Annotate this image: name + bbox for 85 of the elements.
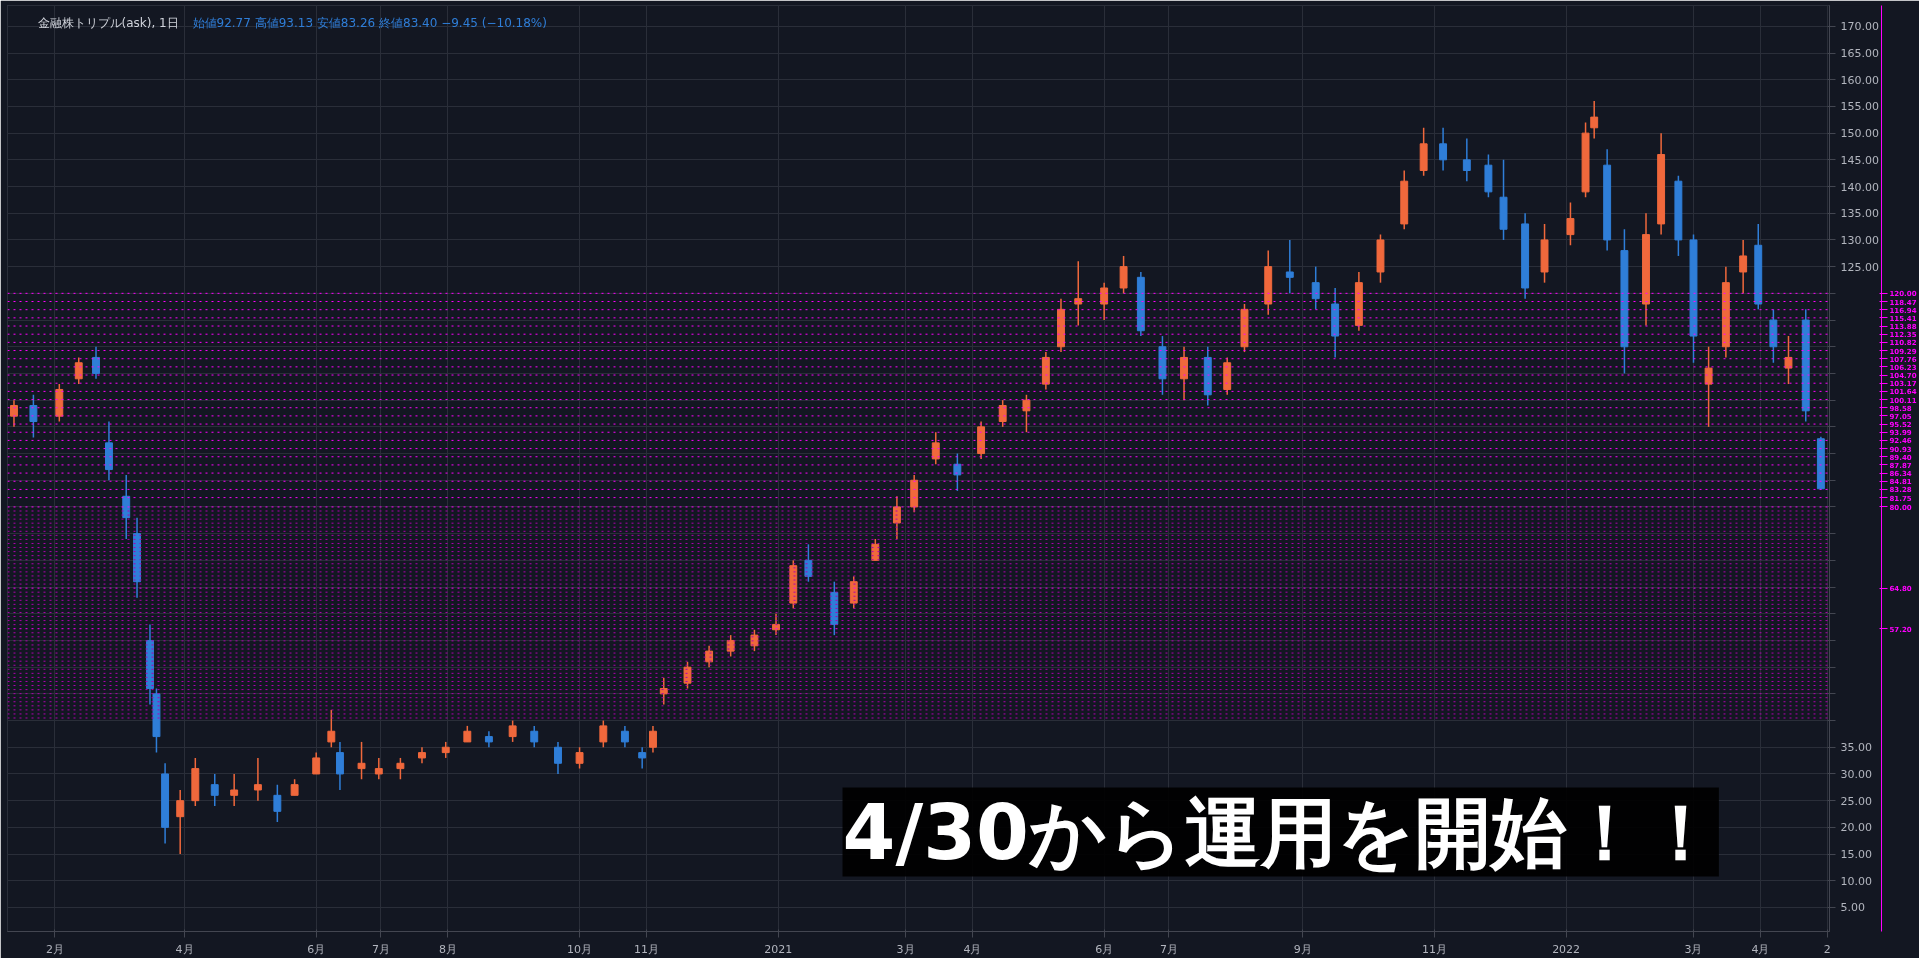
text: 金融株トリプル(ask), 1日 bbox=[37, 15, 179, 30]
candlestick bbox=[396, 757, 405, 781]
candlestick bbox=[336, 741, 344, 791]
x-tick-label: 10月 bbox=[567, 942, 593, 956]
y-tick-label: 30.00 bbox=[1840, 767, 1872, 781]
candlestick bbox=[953, 452, 962, 492]
candlestick bbox=[554, 741, 562, 775]
x-tick-label: 11月 bbox=[634, 942, 659, 956]
candlestick bbox=[210, 773, 219, 807]
y-tick-label: 10.00 bbox=[1840, 874, 1872, 888]
x-tick-label: 2021 bbox=[764, 942, 793, 956]
candlestick bbox=[804, 543, 813, 583]
candlestick bbox=[1704, 345, 1713, 428]
y-tick-label: 150.00 bbox=[1840, 127, 1879, 141]
candlestick bbox=[312, 751, 321, 775]
x-tick-label: 9月 bbox=[1293, 942, 1312, 956]
y-tick-label: 15.00 bbox=[1840, 848, 1872, 862]
y-tick-label: 25.00 bbox=[1840, 794, 1872, 808]
x-tick-label: 11月 bbox=[1421, 942, 1447, 956]
candlestick bbox=[1285, 239, 1294, 295]
candlestick bbox=[1311, 265, 1320, 311]
x-tick-label: 3月 bbox=[1684, 942, 1703, 956]
candlestick bbox=[649, 725, 657, 754]
candlestick bbox=[357, 741, 366, 781]
annotation: 4/30から運用を開始！！ bbox=[842, 787, 1719, 877]
x-tick-label: 2022 bbox=[1552, 942, 1581, 956]
candlestick bbox=[1074, 260, 1083, 327]
candlestick bbox=[750, 629, 759, 652]
x-tick-label: 2月 bbox=[45, 942, 64, 956]
y-tick-label: 35.00 bbox=[1840, 741, 1872, 755]
candlestick bbox=[1180, 345, 1188, 401]
candlestick bbox=[253, 757, 262, 802]
y-tick-label: 140.00 bbox=[1840, 180, 1879, 194]
candlestick bbox=[1119, 255, 1128, 295]
candlestick bbox=[620, 725, 629, 749]
y-tick-label: 165.00 bbox=[1840, 47, 1879, 61]
candlestick bbox=[772, 613, 780, 636]
y-tick-label: 5.00 bbox=[1840, 901, 1865, 915]
x-tick-label: 4月 bbox=[1751, 942, 1770, 956]
candlestick bbox=[1100, 281, 1109, 321]
candlestick bbox=[530, 725, 539, 749]
candlestick bbox=[998, 399, 1007, 428]
x-tick-label: 6月 bbox=[1095, 942, 1114, 956]
candlestick bbox=[575, 746, 584, 770]
candlestick bbox=[1022, 394, 1031, 433]
candlestick bbox=[871, 538, 880, 562]
x-tick-label: 7月 bbox=[371, 942, 390, 956]
text: 始値92.77 高値93.13 安値83.26 終値83.40 −9.45 (−10.18%) bbox=[192, 15, 547, 30]
y-tick-label: 135.00 bbox=[1840, 207, 1879, 221]
candlestick bbox=[1439, 127, 1448, 172]
y-tick-label: 155.00 bbox=[1840, 100, 1879, 114]
candlestick bbox=[374, 757, 383, 781]
candlestick bbox=[327, 709, 336, 749]
y-tick-label: 130.00 bbox=[1840, 233, 1879, 247]
candlestick bbox=[1739, 239, 1748, 295]
y-tick-label: 170.00 bbox=[1840, 20, 1879, 34]
x-tick-label: 4月 bbox=[175, 942, 194, 956]
candlestick bbox=[931, 431, 940, 465]
candlestick bbox=[1566, 201, 1575, 247]
y-tick-label: 160.00 bbox=[1840, 73, 1879, 87]
candlestick bbox=[508, 719, 517, 743]
x-tick-label: 3月 bbox=[896, 942, 915, 956]
x-tick-label: 7月 bbox=[1159, 942, 1178, 956]
x-tick-label: 8月 bbox=[438, 942, 457, 956]
x-tick-label: 2 bbox=[1823, 942, 1831, 956]
candlestick bbox=[29, 394, 38, 439]
y-tick-label: 20.00 bbox=[1840, 821, 1872, 835]
candlestick bbox=[599, 719, 608, 749]
candlestick bbox=[1462, 137, 1471, 182]
x-tick-label: 4月 bbox=[963, 942, 982, 956]
candlestick bbox=[683, 661, 692, 690]
y-tick-label: 125.00 bbox=[1840, 260, 1879, 274]
candlestick bbox=[849, 575, 858, 610]
candlestick bbox=[92, 345, 100, 380]
candlestick bbox=[273, 783, 282, 823]
y-tick-label: 145.00 bbox=[1840, 153, 1879, 167]
candlestick bbox=[638, 746, 647, 770]
x-tick-label: 6月 bbox=[307, 942, 326, 956]
candlestick bbox=[176, 789, 185, 855]
candlestick bbox=[1590, 100, 1599, 140]
candlestick bbox=[659, 677, 668, 706]
candlestick bbox=[10, 399, 18, 428]
candlestick bbox=[1784, 335, 1793, 385]
candlestick bbox=[230, 773, 239, 807]
candlestick bbox=[74, 356, 83, 385]
